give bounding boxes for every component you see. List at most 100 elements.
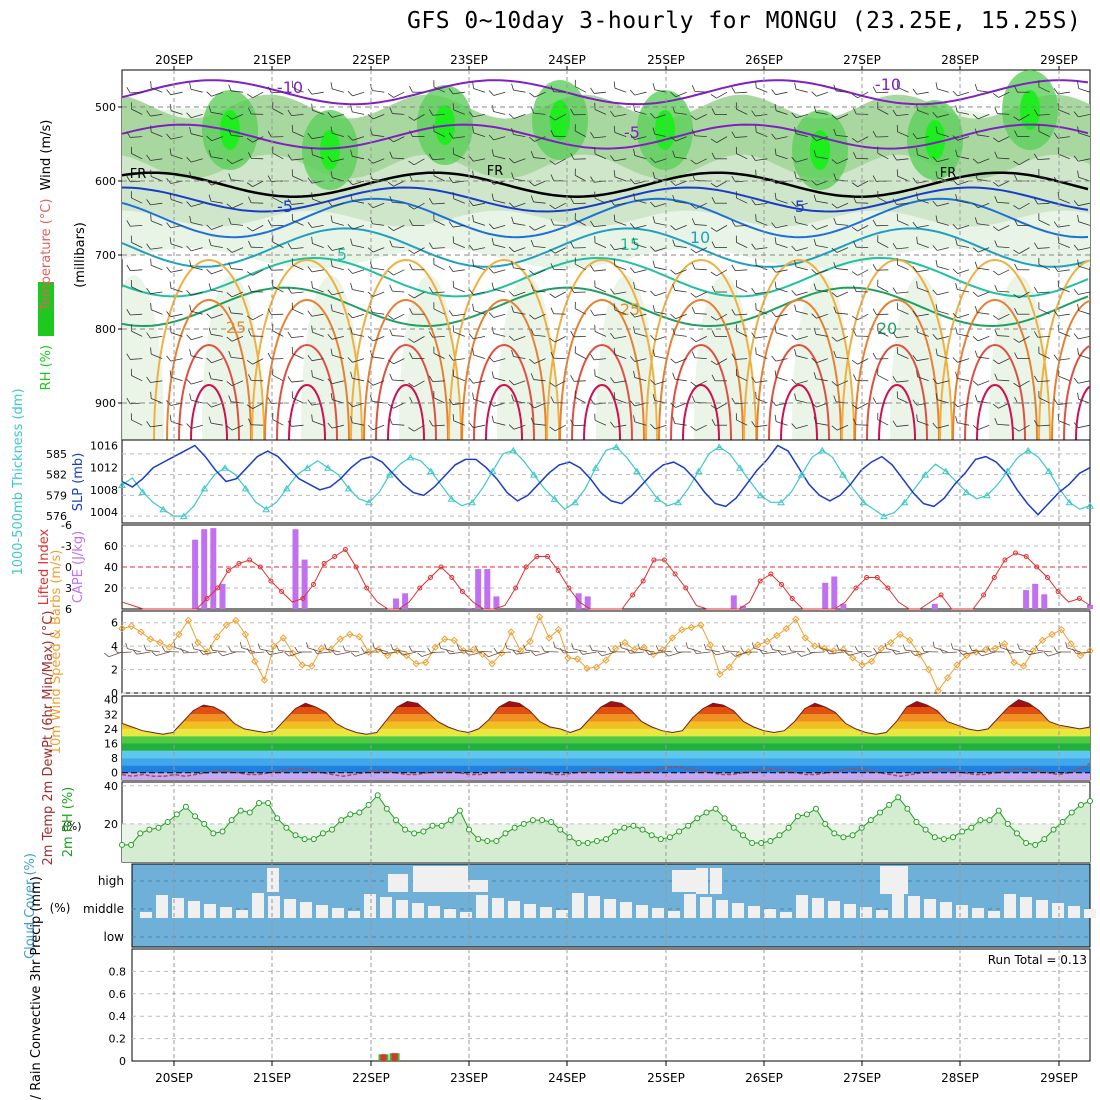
wind10-point [241, 630, 250, 639]
wind-barb [511, 305, 526, 315]
barb-feather [291, 213, 293, 221]
slp-ylabel: SLP (mb) [71, 453, 86, 512]
barb-feather [794, 127, 797, 134]
barb-feather [511, 172, 514, 180]
barb-feather [130, 146, 132, 154]
thickness-point [447, 495, 456, 502]
cape-bar [1023, 590, 1030, 609]
isotherm [122, 227, 1089, 268]
wind-barb [831, 424, 849, 431]
chart-title: GFS 0~10day 3-hourly for MONGU (23.25E, … [407, 8, 1082, 34]
barb-shaft [513, 222, 526, 226]
barb-shaft [937, 177, 949, 182]
cloud-mid-block [684, 894, 696, 918]
wind-barb [1077, 392, 1090, 404]
barb-feather [350, 327, 353, 335]
barb-shaft [332, 114, 344, 118]
barb-shaft [332, 354, 344, 359]
barb-shaft [997, 246, 1010, 248]
lifted-point [1023, 554, 1029, 559]
barb-shaft [796, 158, 808, 163]
barb-shaft [782, 651, 796, 656]
wind-barb [574, 257, 586, 271]
barb-feather [574, 168, 576, 176]
barb-feather [327, 333, 333, 340]
wind-barb [530, 328, 546, 337]
barb-feather [126, 220, 131, 227]
barb-feather [791, 290, 797, 296]
wind-barb [633, 326, 647, 337]
wind-barb [186, 201, 203, 207]
barb-feather [896, 213, 898, 221]
wind-barb [1073, 289, 1090, 295]
barb-shaft [525, 649, 540, 653]
wind-barb [711, 374, 727, 382]
barb-shaft [170, 91, 183, 96]
barb-shaft [654, 114, 667, 119]
barb-feather [504, 642, 508, 649]
wind-barb [488, 134, 506, 141]
barb-feather [130, 413, 132, 420]
barb-shaft [857, 180, 869, 187]
barb-shaft [917, 376, 929, 382]
thickness-point [488, 467, 497, 475]
wind-barb [311, 192, 324, 204]
barb-feather [493, 647, 498, 653]
cloud-mid-block [876, 910, 888, 918]
barb-shaft [332, 247, 344, 251]
barb-shaft [493, 402, 506, 407]
barb-feather [794, 304, 797, 312]
wind10-point [811, 642, 819, 650]
barb-shaft [433, 219, 445, 226]
wind-barb [771, 311, 788, 318]
run-total-label: Run Total = 0.13 [988, 953, 1087, 967]
rh2m-point [1013, 830, 1020, 837]
barb-feather [530, 239, 534, 247]
barb-feather [126, 397, 131, 405]
barb-feather [932, 111, 938, 118]
rh2m-point [146, 826, 153, 833]
date-axis-bottom: 20SEP 21SEP 22SEP 23SEP 24SEP 25SEP 26SEP 27SEP… [155, 1061, 1078, 1085]
thickness-point [674, 498, 682, 506]
wind-barb [107, 375, 122, 381]
barb-shaft [473, 380, 486, 384]
barb-shaft [151, 353, 163, 359]
barb-feather [408, 116, 415, 121]
barb-feather [731, 87, 736, 94]
barb-feather [428, 331, 434, 338]
barb-shaft [534, 313, 546, 320]
thickness-point [179, 512, 188, 520]
wind-barb [691, 262, 707, 271]
slp-line [121, 444, 1091, 516]
wind-barb [248, 418, 264, 426]
barb-feather [574, 124, 576, 131]
wind-barb [387, 313, 405, 320]
thickness-point [324, 464, 332, 471]
wind-barb [771, 133, 788, 140]
wind-barb [369, 394, 385, 404]
barb-shaft [534, 225, 546, 231]
barb-feather [690, 426, 697, 431]
barb-shaft [977, 267, 990, 271]
wind-barb [831, 158, 849, 165]
barb-shaft [795, 133, 808, 137]
barb-feather [574, 213, 576, 220]
barb-feather [180, 647, 185, 654]
cloud-mid-block [748, 906, 760, 918]
barb-feather [613, 125, 616, 133]
wind-barb [994, 373, 1010, 382]
barb-feather [491, 149, 494, 156]
wind-barb [813, 194, 828, 204]
barb-shaft [513, 400, 526, 404]
barb-shaft [411, 650, 426, 653]
barb-feather [330, 126, 333, 134]
wind-barb [670, 269, 687, 275]
rh2m-point [813, 805, 819, 812]
thickness-point [591, 464, 600, 471]
barb-feather [999, 641, 1002, 648]
barb-shaft [413, 380, 425, 388]
warm-lobe [350, 259, 462, 440]
barb-shaft [210, 111, 223, 115]
barb-feather [570, 375, 575, 382]
isotherm-label: 10 [690, 228, 710, 247]
